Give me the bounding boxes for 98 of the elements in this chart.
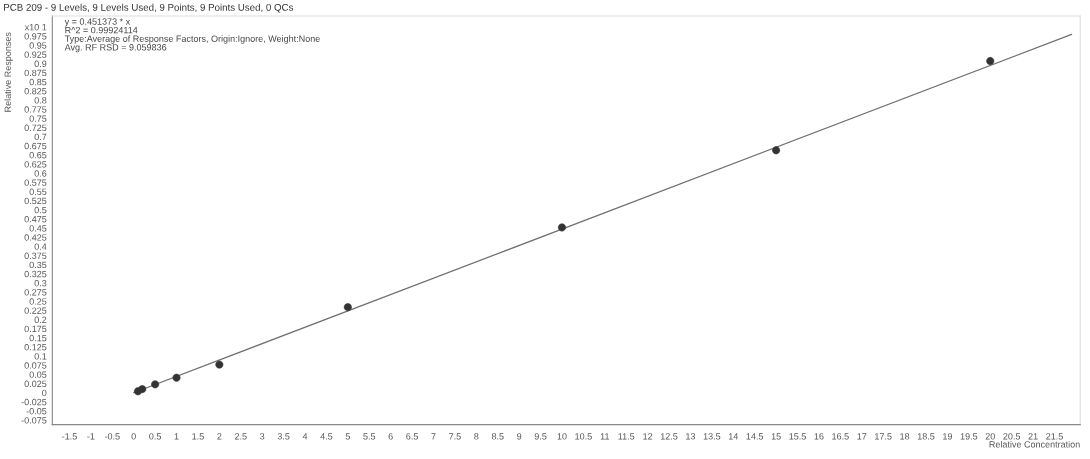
y-tick-label: 0.95 — [29, 42, 47, 49]
y-tick-label: 0.075 — [24, 362, 47, 369]
x-tick-label: 1.5 — [192, 433, 204, 440]
x-tick-label: 20.5 — [1003, 433, 1021, 440]
x-tick-label: 17.5 — [875, 433, 892, 440]
y-tick-label: 0.6 — [34, 170, 47, 177]
y-tick-label: 0.85 — [29, 78, 47, 86]
x-tick-label: 20 — [985, 433, 995, 440]
y-tick-label: 0.55 — [29, 188, 47, 195]
annotation: Type:Average of Response Factors, Origin:Ignore, Weight:None — [64, 35, 320, 44]
y-tick-label: 0.425 — [24, 234, 47, 241]
y-tick-label: 0.025 — [24, 380, 47, 387]
x-tick-label: 12.5 — [660, 433, 678, 440]
x-tick-label: 2.5 — [234, 433, 247, 440]
y-tick-label: 0.3 — [34, 280, 47, 287]
y-tick-label: 0.35 — [29, 261, 47, 269]
y-tick-label: 0.4 — [34, 243, 47, 250]
x-tick-label: 15.5 — [789, 433, 806, 440]
y-tick-label: 0.25 — [29, 298, 47, 305]
annotation: Avg. RF RSD = 9.059836 — [64, 44, 167, 53]
y-tick-label: 0.725 — [24, 124, 47, 131]
y-tick-label: 0.475 — [24, 216, 47, 223]
x-tick-label: 2 — [217, 433, 222, 440]
x-tick-label: 21 — [1028, 433, 1038, 440]
y-tick-label: 0.525 — [24, 197, 47, 205]
y-tick-label: 0.275 — [24, 289, 47, 296]
y-tick-label: 0.675 — [24, 142, 47, 150]
x-tick-label: 3 — [260, 433, 265, 440]
x-tick-label: -0.5 — [104, 433, 120, 440]
y-tick-label: 0.625 — [24, 161, 47, 168]
x-tick-label: 4 — [302, 433, 308, 440]
x-tick-label: 16 — [814, 433, 824, 440]
x-tick-label: 5 — [345, 433, 350, 440]
y-axis-title: Relative Responses — [4, 32, 13, 112]
y-tick-label: 0.9 — [34, 60, 47, 67]
y-tick-label: 0.15 — [29, 334, 47, 342]
y-tick-label: -0.075 — [21, 417, 47, 424]
x-tick-label: 8.5 — [491, 433, 504, 440]
x-tick-label: 11 — [600, 433, 610, 440]
x-tick-label: 15 — [771, 433, 781, 440]
x-tick-label: 8 — [474, 433, 479, 440]
x-tick-label: 7 — [431, 433, 436, 440]
x-tick-label: 13 — [686, 433, 696, 440]
x-tick-label: 3.5 — [277, 433, 290, 440]
y-tick-label: 0.65 — [29, 152, 47, 159]
y-tick-label: 0.875 — [24, 69, 47, 77]
x-tick-label: 16.5 — [832, 433, 849, 440]
y-tick-label: 0.45 — [29, 225, 47, 232]
x-tick-label: 14.5 — [746, 433, 764, 440]
x-tick-label: 21.5 — [1046, 433, 1063, 440]
x-tick-label: 19 — [943, 433, 953, 440]
x-tick-label: 10.5 — [575, 433, 592, 440]
x-tick-label: 18 — [900, 433, 910, 440]
x-tick-label: 4.5 — [320, 433, 333, 440]
y-tick-label: -0.025 — [21, 398, 47, 406]
x-tick-label: 17 — [857, 433, 867, 440]
y-tick-label: 0.8 — [34, 97, 47, 104]
x-tick-label: 10 — [557, 433, 567, 440]
y-tick-label: 0.75 — [29, 115, 47, 122]
y-tick-label: 0.225 — [24, 307, 47, 314]
y-tick-label: 0.175 — [24, 325, 47, 333]
y-tick-label: 0.375 — [24, 252, 47, 259]
x-tick-label: 5.5 — [363, 433, 376, 440]
y-tick-label: 0.775 — [24, 106, 47, 113]
y-tick-label: 0.575 — [24, 179, 47, 186]
x-tick-label: 9 — [517, 433, 522, 440]
y-tick-label: 0.05 — [29, 371, 47, 378]
y-tick-label: 0.325 — [24, 270, 47, 278]
x-tick-label: 0 — [131, 433, 136, 440]
y-tick-label: 0 — [42, 389, 47, 397]
x-axis-title: Relative Concentration — [989, 440, 1080, 448]
x-tick-label: 6 — [388, 433, 393, 440]
y-tick-label: 0.2 — [34, 316, 47, 323]
y-tick-label: 0.925 — [24, 51, 47, 58]
x-tick-label: 11.5 — [618, 433, 635, 440]
y-tick-label: x10 1 — [24, 24, 47, 31]
chart-title: PCB 209 - 9 Levels, 9 Levels Used, 9 Points, 9 Points Used, 0 QCs — [4, 3, 294, 13]
x-tick-label: 1 — [174, 433, 179, 440]
y-tick-label: 0.7 — [34, 133, 47, 141]
x-tick-label: 9.5 — [534, 433, 547, 440]
x-tick-label: 6.5 — [406, 433, 418, 440]
annotation: R^2 = 0.99924114 — [65, 26, 138, 34]
x-tick-label: -1 — [87, 433, 95, 440]
y-tick-label: 0.825 — [24, 88, 47, 95]
x-tick-label: 14 — [728, 433, 739, 440]
x-tick-label: -1.5 — [62, 433, 77, 440]
x-tick-label: 12 — [643, 433, 653, 440]
x-tick-label: 7.5 — [449, 433, 461, 440]
x-tick-label: 19.5 — [960, 433, 978, 440]
y-tick-label: 0.1 — [34, 353, 47, 360]
x-tick-label: 18.5 — [917, 433, 935, 440]
annotation: y = 0.451373 * x — [64, 18, 131, 27]
x-tick-label: 0.5 — [149, 433, 161, 440]
y-tick-label: 0.125 — [24, 344, 47, 351]
y-tick-label: 0.5 — [34, 206, 47, 214]
y-tick-label: -0.05 — [26, 408, 47, 415]
x-tick-label: 13.5 — [703, 433, 721, 440]
y-tick-label: 0.975 — [24, 33, 47, 40]
